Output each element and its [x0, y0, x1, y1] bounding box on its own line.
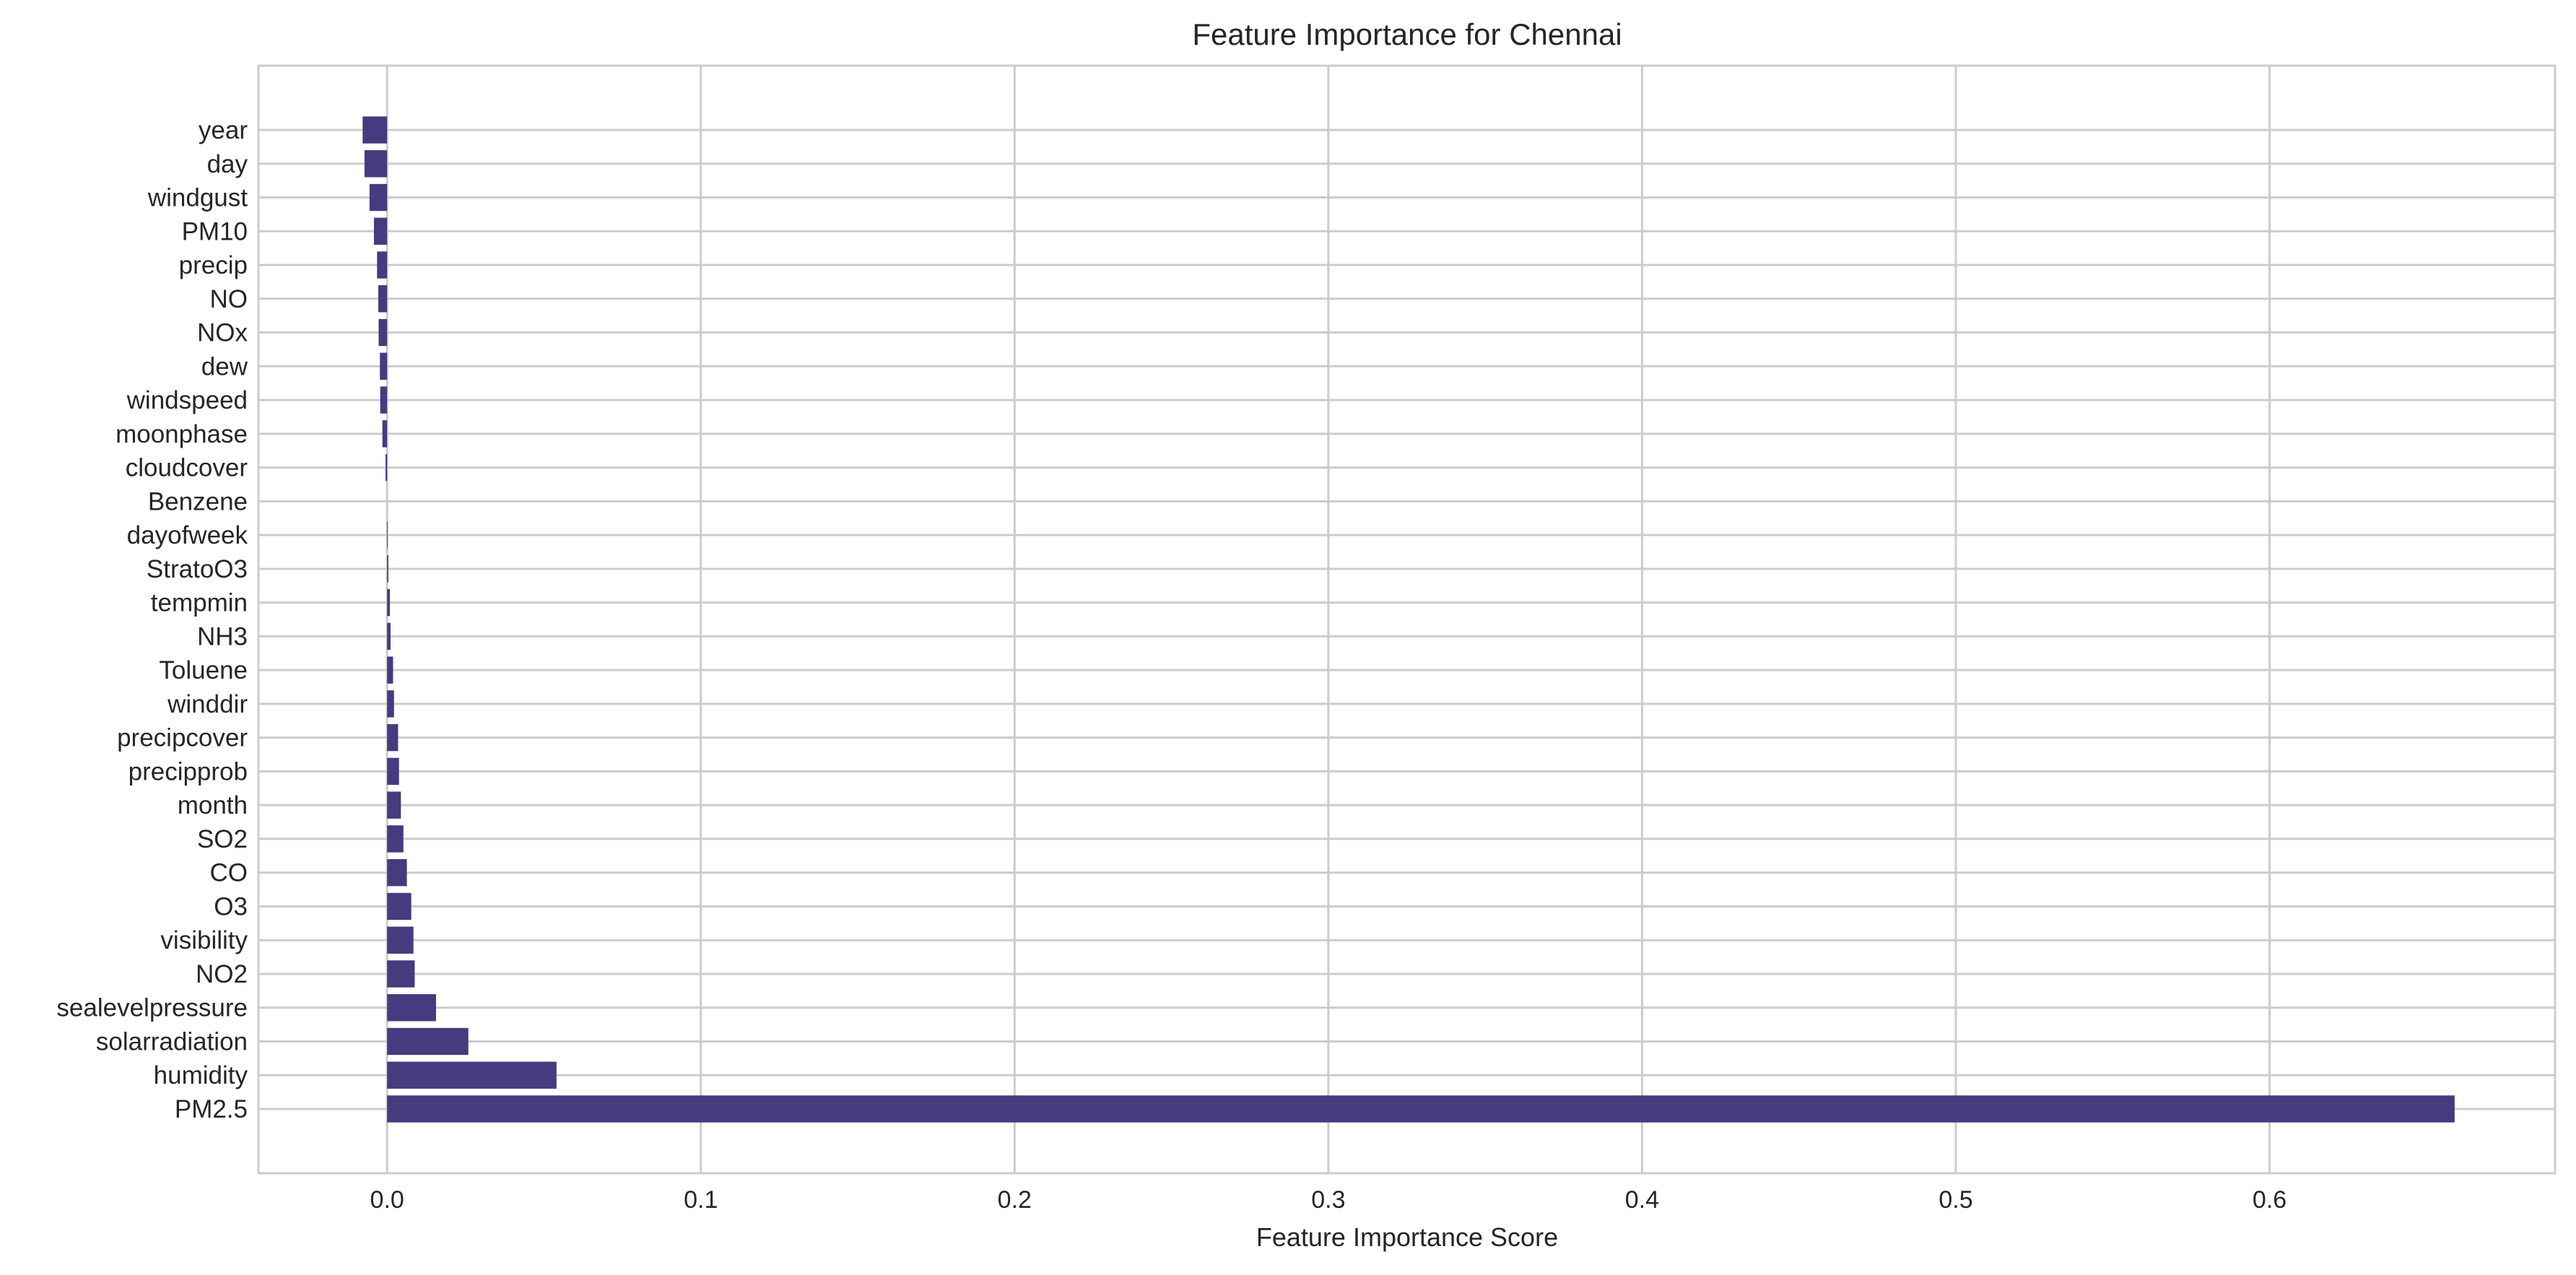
y-tick-label: dew	[201, 352, 248, 380]
y-tick-label: Toluene	[159, 656, 248, 684]
bar-solarradiation	[387, 1027, 469, 1056]
bar-tempmin	[387, 588, 391, 617]
y-tick-label: StratoO3	[147, 555, 248, 583]
bar-PM10	[373, 217, 388, 245]
bar-precip	[377, 251, 388, 279]
bar-day	[364, 150, 388, 178]
bar-O3	[387, 892, 412, 921]
bar-moonphase	[382, 420, 388, 448]
y-tick-label: tempmin	[151, 589, 248, 617]
bar-NO2	[387, 960, 415, 988]
y-tick-label: precip	[179, 251, 248, 279]
y-tick-label: CO	[210, 859, 248, 887]
grid-lines	[258, 66, 2555, 1173]
x-tick-label: 0.5	[1938, 1186, 1972, 1214]
x-tick-label: 0.6	[2253, 1186, 2286, 1214]
bar-sealevelpressure	[387, 994, 436, 1022]
y-tick-label: precipprob	[129, 757, 248, 786]
y-tick-label: NO2	[196, 960, 248, 988]
bar-dew	[380, 352, 388, 380]
bar-cloudcover	[385, 453, 388, 482]
bar-SO2	[387, 825, 404, 853]
y-tick-label: year	[199, 116, 248, 144]
y-tick-label: windspeed	[126, 386, 248, 414]
x-axis-label: Feature Importance Score	[1256, 1222, 1558, 1252]
bar-precipcover	[387, 723, 399, 752]
y-tick-label: cloudcover	[126, 454, 248, 482]
bar-precipprob	[387, 757, 399, 786]
x-tick-label: 0.3	[1311, 1186, 1345, 1214]
y-tick-label: day	[207, 150, 248, 178]
y-tick-labels: year day windgust PM10 precip NO NOx dew windspe…	[56, 116, 248, 1123]
bar-humidity	[387, 1061, 557, 1089]
y-tick-label: sealevelpressure	[56, 994, 248, 1022]
y-tick-label: NH3	[197, 622, 248, 650]
bar-NOx	[378, 318, 388, 347]
y-tick-label: O3	[214, 892, 248, 921]
y-tick-label: PM2.5	[175, 1095, 248, 1123]
y-tick-label: humidity	[154, 1061, 248, 1089]
bar-PM2.5	[387, 1095, 2455, 1123]
y-tick-label: visibility	[160, 926, 248, 954]
bars	[362, 116, 2455, 1123]
x-tick-labels: 0.0 0.1 0.2 0.3 0.4 0.5 0.6	[370, 1186, 2287, 1214]
y-tick-label: NOx	[197, 319, 248, 347]
y-tick-label: PM10	[182, 217, 248, 245]
y-tick-label: windgust	[147, 184, 248, 212]
bar-NO	[378, 285, 388, 313]
bar-visibility	[387, 926, 414, 954]
y-tick-label: winddir	[167, 690, 248, 718]
y-tick-label: NO	[210, 285, 248, 313]
y-tick-label: Benzene	[148, 487, 248, 515]
bar-Toluene	[387, 656, 393, 684]
bar-StratoO3	[387, 555, 388, 583]
y-tick-label: dayofweek	[127, 521, 248, 549]
y-tick-label: precipcover	[117, 724, 248, 752]
x-tick-label: 0.2	[998, 1186, 1032, 1214]
bar-winddir	[387, 690, 394, 718]
x-tick-label: 0.4	[1625, 1186, 1659, 1214]
y-tick-label: moonphase	[116, 420, 248, 448]
bar-windgust	[369, 183, 388, 212]
bar-year	[362, 116, 388, 144]
bar-CO	[387, 858, 407, 887]
bar-month	[387, 791, 401, 819]
bar-NH3	[387, 622, 391, 650]
chart-title: Feature Importance for Chennai	[1192, 17, 1622, 51]
plot-frame	[257, 64, 2557, 1175]
y-tick-label: month	[178, 791, 248, 819]
y-tick-label: SO2	[197, 825, 248, 853]
bar-dayofweek	[387, 521, 388, 549]
bar-windspeed	[380, 386, 388, 414]
x-tick-label: 0.1	[684, 1186, 718, 1214]
y-tick-label: solarradiation	[96, 1027, 248, 1056]
x-tick-label: 0.0	[370, 1186, 404, 1214]
